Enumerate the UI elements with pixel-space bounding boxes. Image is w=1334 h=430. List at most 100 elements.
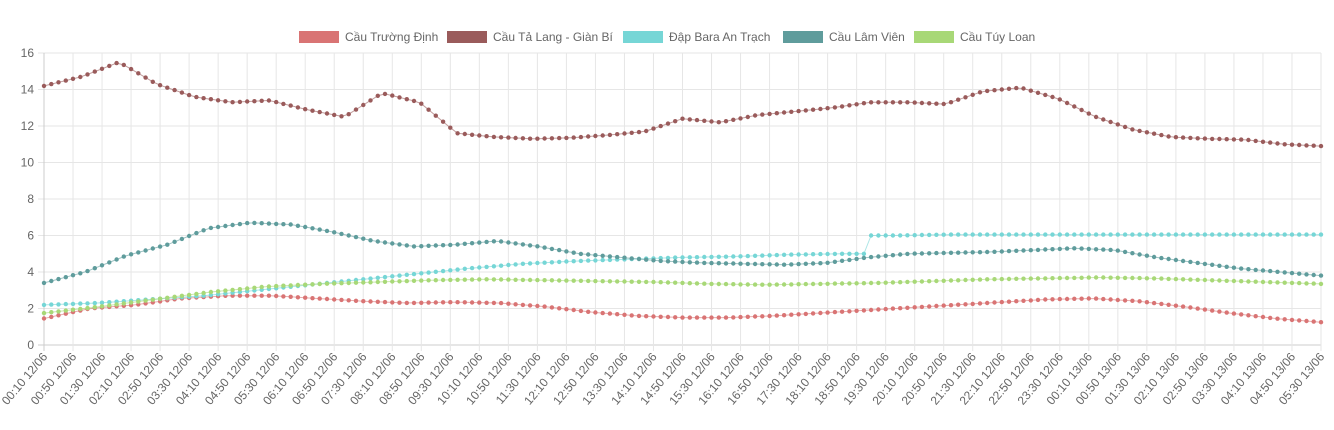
data-point bbox=[992, 300, 997, 305]
data-point bbox=[469, 300, 475, 305]
data-point bbox=[1057, 232, 1063, 237]
data-point bbox=[636, 129, 642, 135]
data-point bbox=[1006, 299, 1012, 304]
series-4 bbox=[41, 275, 1324, 316]
data-point bbox=[419, 300, 424, 305]
data-point bbox=[1035, 276, 1041, 281]
data-point bbox=[1268, 232, 1273, 237]
data-point bbox=[593, 310, 598, 315]
data-point bbox=[883, 100, 888, 105]
data-point bbox=[636, 279, 642, 284]
data-point bbox=[948, 303, 954, 308]
data-point bbox=[346, 280, 351, 286]
data-point bbox=[281, 283, 286, 288]
data-point bbox=[498, 263, 504, 268]
data-point bbox=[215, 289, 221, 294]
data-point bbox=[1122, 232, 1128, 237]
data-point bbox=[941, 101, 946, 107]
data-point bbox=[549, 260, 555, 265]
data-point bbox=[1246, 279, 1251, 284]
data-point bbox=[404, 300, 409, 306]
data-point bbox=[557, 259, 562, 265]
data-point bbox=[1188, 232, 1193, 237]
data-point bbox=[361, 102, 366, 108]
chart-legend[interactable]: Cầu Trường Định Cầu Tả Lang - Giàn Bí Đập … bbox=[299, 30, 1035, 44]
data-point bbox=[1268, 268, 1273, 274]
data-point bbox=[723, 254, 729, 259]
data-point bbox=[571, 307, 576, 313]
data-point bbox=[107, 260, 112, 265]
data-point bbox=[1180, 232, 1186, 237]
data-point bbox=[274, 283, 279, 289]
data-point bbox=[477, 240, 482, 245]
data-point bbox=[455, 242, 460, 247]
data-point bbox=[825, 310, 830, 315]
data-point bbox=[513, 302, 518, 307]
data-point bbox=[861, 255, 867, 261]
data-point bbox=[1195, 260, 1200, 266]
data-point bbox=[92, 69, 98, 74]
data-point bbox=[1166, 276, 1171, 282]
data-point bbox=[1101, 232, 1106, 237]
data-point bbox=[506, 262, 511, 268]
legend-item[interactable]: Cầu Túy Loan bbox=[914, 30, 1035, 44]
data-point bbox=[789, 252, 794, 257]
data-point bbox=[208, 97, 214, 102]
data-point bbox=[404, 243, 409, 248]
data-point bbox=[477, 133, 482, 138]
data-point bbox=[1086, 296, 1092, 301]
data-point bbox=[513, 135, 518, 141]
data-point bbox=[361, 277, 366, 282]
data-point bbox=[462, 300, 467, 305]
data-point bbox=[774, 252, 779, 258]
data-point bbox=[789, 109, 794, 115]
data-point bbox=[78, 271, 83, 276]
data-point bbox=[1014, 248, 1019, 253]
data-point bbox=[448, 300, 453, 305]
data-point bbox=[1159, 255, 1164, 261]
legend-item[interactable]: Đập Bara An Trạch bbox=[623, 30, 770, 44]
data-point bbox=[1173, 257, 1179, 263]
legend-item[interactable]: Cầu Trường Định bbox=[299, 30, 438, 44]
data-point bbox=[912, 100, 917, 105]
data-point bbox=[1064, 275, 1070, 281]
data-point bbox=[382, 91, 388, 97]
data-point bbox=[622, 131, 627, 136]
data-point bbox=[680, 116, 685, 121]
data-point bbox=[912, 305, 917, 310]
data-point bbox=[1093, 275, 1099, 280]
legend-item[interactable]: Cầu Tả Lang - Giàn Bí bbox=[447, 30, 614, 44]
data-point bbox=[557, 247, 562, 253]
data-point bbox=[448, 268, 453, 273]
data-point bbox=[237, 287, 243, 292]
data-point bbox=[1231, 265, 1237, 270]
data-point bbox=[549, 305, 555, 310]
data-point bbox=[426, 107, 431, 112]
data-point bbox=[1260, 314, 1266, 320]
data-point bbox=[970, 277, 975, 282]
data-point bbox=[876, 307, 881, 312]
data-point bbox=[440, 300, 446, 305]
legend-item[interactable]: Cầu Lâm Viên bbox=[783, 30, 905, 44]
data-point bbox=[687, 281, 692, 286]
data-point bbox=[411, 244, 417, 249]
data-point bbox=[1180, 135, 1186, 140]
data-point bbox=[680, 280, 685, 286]
data-point bbox=[796, 108, 801, 114]
data-point bbox=[803, 252, 808, 257]
data-point bbox=[1035, 297, 1041, 303]
data-point bbox=[651, 279, 656, 285]
data-point bbox=[252, 285, 257, 290]
data-point bbox=[535, 260, 540, 266]
data-point bbox=[1014, 276, 1019, 281]
data-point bbox=[295, 282, 301, 288]
data-point bbox=[136, 250, 141, 255]
data-point bbox=[469, 132, 475, 137]
data-point bbox=[905, 233, 910, 238]
data-point bbox=[491, 264, 497, 269]
data-point bbox=[1137, 299, 1142, 304]
data-point bbox=[303, 224, 308, 230]
data-point bbox=[1050, 297, 1055, 302]
data-point bbox=[317, 296, 322, 301]
data-point bbox=[1043, 247, 1048, 252]
